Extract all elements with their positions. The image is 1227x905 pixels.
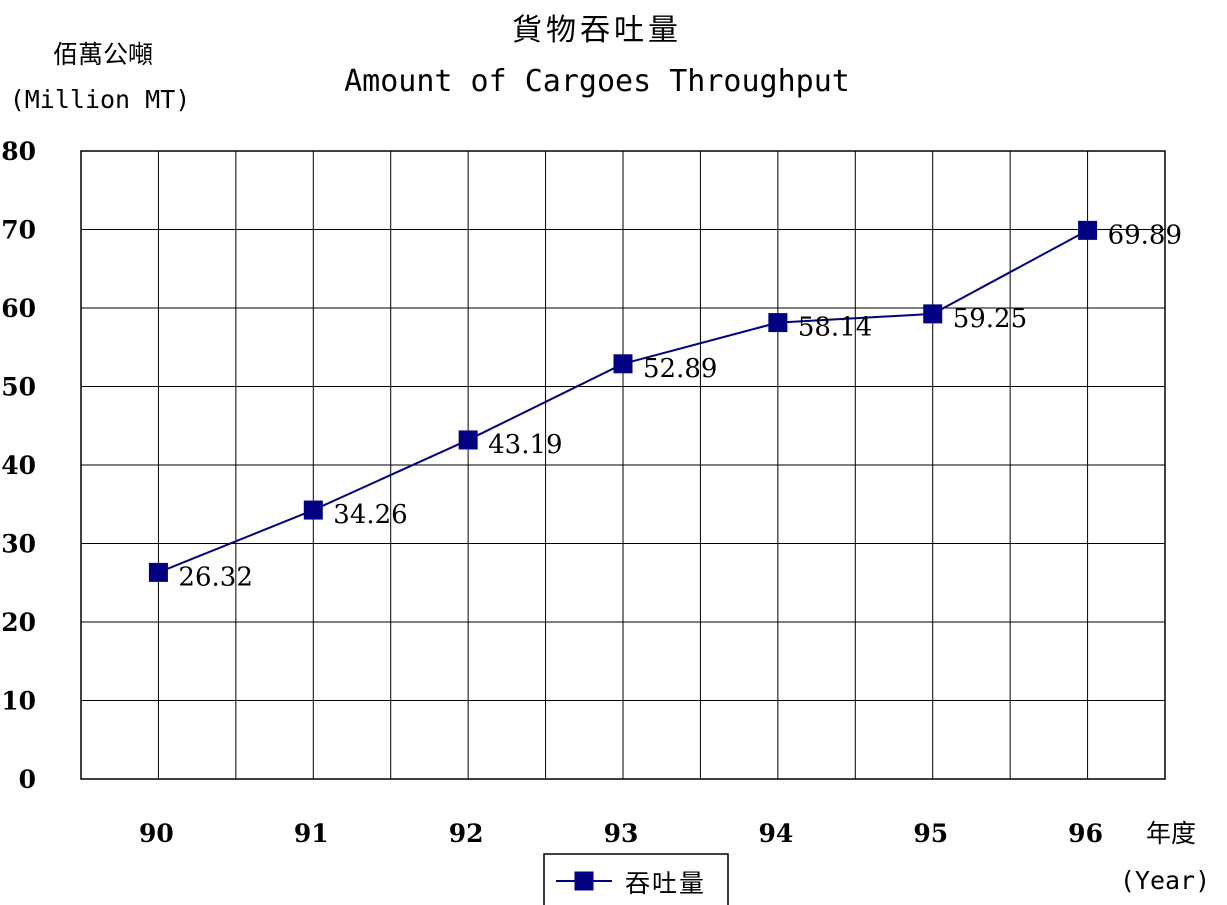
legend: 吞吐量 — [543, 853, 729, 905]
y-axis-title: 佰萬公噸 — [53, 40, 153, 69]
data-point-marker — [303, 500, 323, 520]
y-tick-label: 60 — [1, 294, 36, 323]
legend-marker-swatch — [574, 871, 594, 891]
data-label: 43.19 — [488, 430, 562, 460]
y-tick-label: 50 — [1, 373, 36, 402]
x-tick-label: 90 — [139, 819, 174, 848]
x-tick-label: 91 — [294, 819, 329, 848]
x-tick-label: 96 — [1068, 819, 1103, 848]
x-axis-title: 年度 — [1146, 819, 1196, 848]
data-point-marker — [1078, 220, 1098, 240]
x-tick-label: 92 — [449, 819, 484, 848]
data-label: 69.89 — [1108, 220, 1182, 250]
data-label: 52.89 — [643, 354, 717, 384]
plot-area-frame — [80, 150, 1166, 780]
data-labels: 26.32 34.26 43.19 52.89 58.14 59.25 69.89 — [178, 220, 1182, 592]
y-tick-label: 0 — [19, 765, 36, 794]
y-tick-label: 40 — [1, 451, 36, 480]
chart-title: 貨物吞吐量 — [512, 13, 682, 48]
legend-label: 吞吐量 — [625, 869, 706, 898]
data-point-marker — [148, 562, 168, 582]
x-axis-unit: (Year) — [1120, 866, 1210, 895]
data-point-marker — [458, 430, 478, 450]
y-axis-unit: (Million MT) — [10, 85, 191, 114]
data-label: 34.26 — [333, 500, 407, 530]
y-tick-label: 30 — [1, 530, 36, 559]
data-point-marker — [768, 313, 788, 333]
data-label: 59.25 — [953, 304, 1027, 334]
x-tick-label: 94 — [758, 819, 793, 848]
chart-subtitle: Amount of Cargoes Throughput — [344, 64, 850, 99]
x-tick-label: 93 — [604, 819, 639, 848]
grid — [81, 151, 1165, 779]
y-tick-label: 10 — [1, 687, 36, 716]
x-axis-ticks: 90 91 92 93 94 95 96 — [139, 819, 1103, 848]
y-tick-label: 20 — [1, 608, 36, 637]
data-label: 58.14 — [798, 313, 872, 343]
series-group — [148, 220, 1098, 582]
y-tick-label: 70 — [1, 216, 36, 245]
data-point-marker — [923, 304, 943, 324]
data-label: 26.32 — [178, 562, 252, 592]
y-tick-label: 80 — [1, 137, 36, 166]
data-point-marker — [613, 354, 633, 374]
y-axis-ticks: 0 10 20 30 40 50 60 70 80 — [1, 137, 36, 794]
x-tick-label: 95 — [913, 819, 948, 848]
